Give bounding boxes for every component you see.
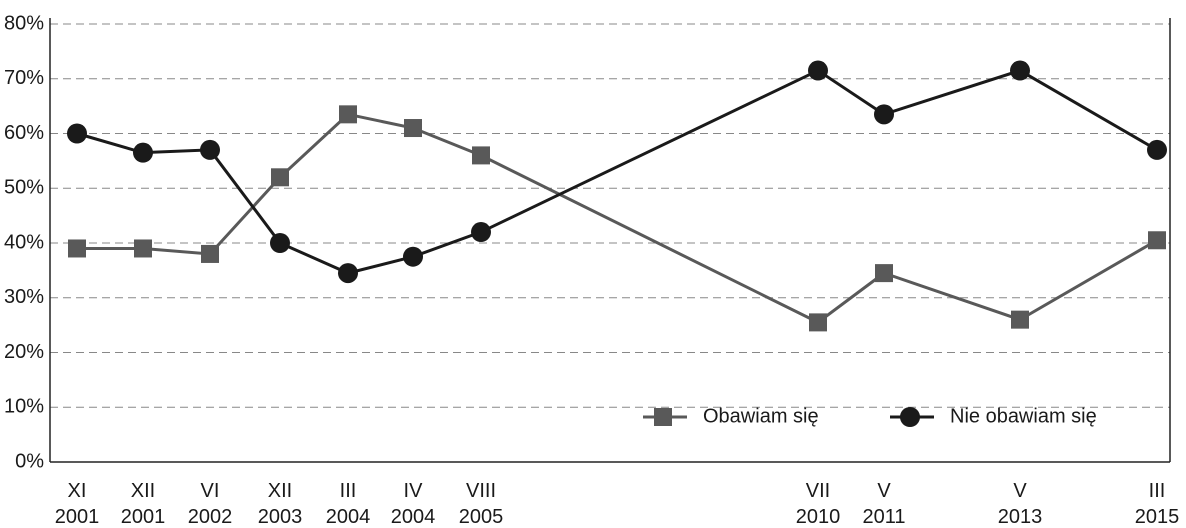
- marker: [809, 313, 827, 332]
- marker: [1010, 60, 1030, 81]
- y-tick-label: 60%: [4, 122, 44, 144]
- x-tick-label: VII 2010: [795, 480, 841, 528]
- marker: [67, 123, 87, 144]
- marker: [200, 139, 220, 160]
- x-tick-label: VI 2002: [187, 480, 233, 528]
- y-tick-label: 10%: [4, 396, 44, 418]
- marker: [68, 239, 86, 258]
- x-tick-label: III 2004: [325, 480, 371, 528]
- x-tick-label: VIII 2005: [458, 480, 504, 528]
- x-tick-label: V 2011: [862, 480, 906, 528]
- marker: [654, 408, 672, 426]
- legend-label: Nie obawiam się: [950, 405, 1097, 427]
- legend-label: Obawiam się: [703, 405, 819, 427]
- x-tick-label: XII 2003: [257, 480, 303, 528]
- x-tick-label: XII 2001: [120, 480, 166, 528]
- marker: [339, 105, 357, 124]
- y-tick-label: 0%: [15, 450, 44, 472]
- y-tick-label: 20%: [4, 341, 44, 363]
- marker: [404, 119, 422, 138]
- x-tick-label: IV 2004: [390, 480, 436, 528]
- x-tick-label: V 2013: [997, 480, 1043, 528]
- marker: [874, 104, 894, 125]
- marker: [808, 60, 828, 81]
- x-tick-label: III 2015: [1134, 480, 1180, 528]
- marker: [875, 264, 893, 283]
- y-tick-label: 30%: [4, 286, 44, 308]
- marker: [201, 244, 219, 263]
- marker: [403, 246, 423, 267]
- marker: [134, 239, 152, 258]
- marker: [1148, 231, 1166, 250]
- y-tick-label: 40%: [4, 231, 44, 253]
- marker: [472, 146, 490, 165]
- marker: [900, 407, 920, 427]
- marker: [1011, 310, 1029, 329]
- marker: [271, 168, 289, 187]
- marker: [270, 233, 290, 253]
- y-tick-label: 80%: [4, 12, 44, 34]
- x-tick-label: XI 2001: [54, 480, 100, 528]
- marker: [471, 222, 491, 243]
- y-tick-label: 70%: [4, 67, 44, 89]
- marker: [338, 263, 358, 284]
- marker: [1147, 139, 1167, 160]
- marker: [133, 142, 153, 163]
- y-tick-label: 50%: [4, 177, 44, 199]
- series-line: [77, 112, 1158, 325]
